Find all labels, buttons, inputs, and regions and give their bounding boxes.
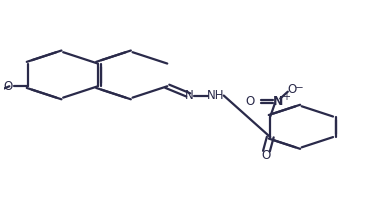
- Text: O: O: [288, 83, 297, 96]
- Text: NH: NH: [207, 89, 224, 102]
- Text: N: N: [185, 89, 194, 102]
- Text: +: +: [282, 92, 290, 102]
- Text: O: O: [3, 80, 12, 93]
- Text: −: −: [295, 83, 304, 93]
- Text: N: N: [273, 95, 283, 108]
- Text: O: O: [262, 149, 271, 162]
- Text: O: O: [246, 95, 255, 108]
